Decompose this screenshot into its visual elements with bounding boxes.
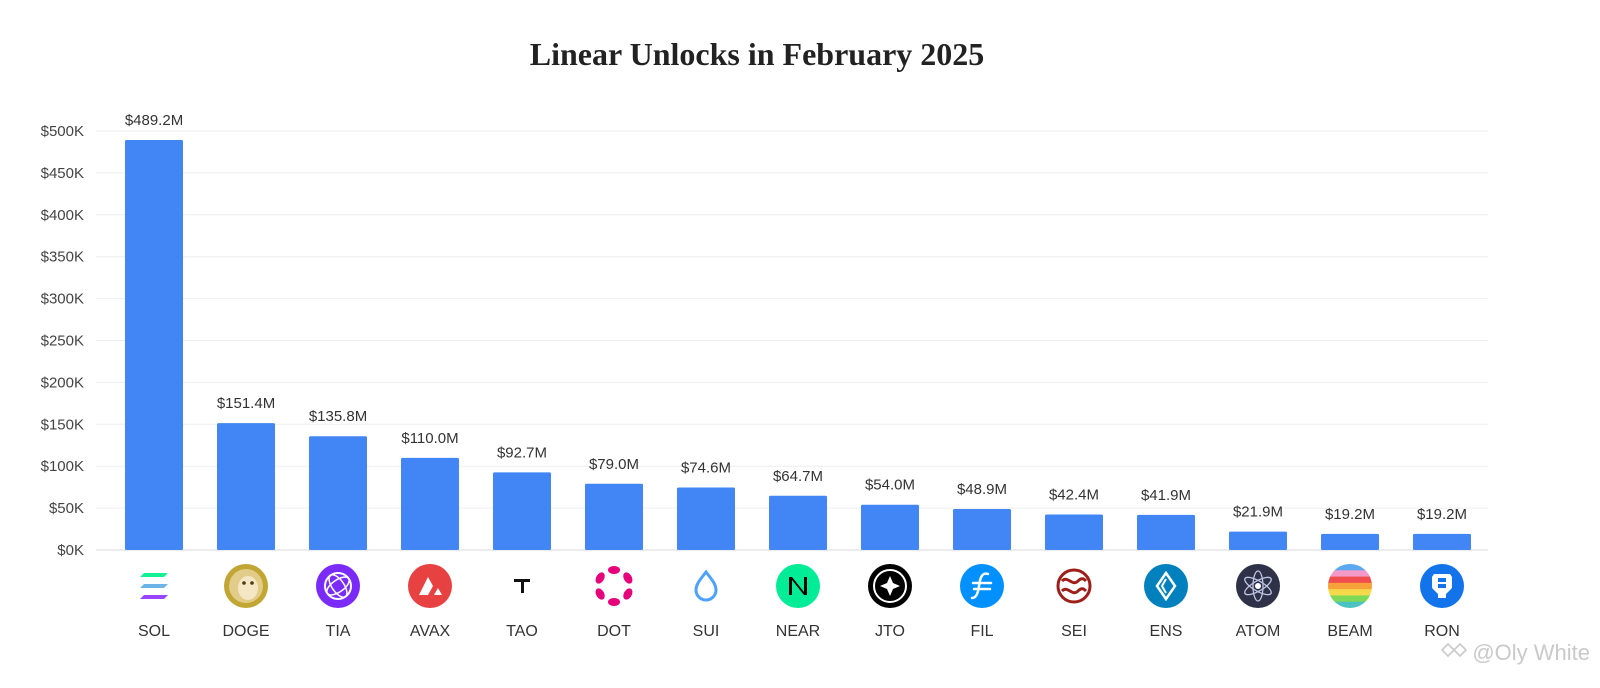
bar-avax [401,457,459,550]
x-tick-label: DOT [597,623,631,640]
y-tick-label: $400K [41,207,84,224]
bar-sui [677,487,735,550]
y-tick-label: $100K [41,458,84,475]
data-label: $48.9M [957,481,1007,498]
sui-icon [694,569,718,602]
gridlines [96,130,1488,551]
bar-ens [1137,514,1195,550]
x-tick-label: TAO [506,623,538,640]
data-label: $19.2M [1325,506,1375,523]
x-tick-label: SOL [138,623,170,640]
bar-tia [309,436,367,550]
y-tick-label: $200K [41,374,84,391]
bar-atom [1229,531,1287,550]
data-label: $135.8M [309,408,367,425]
x-tick-label: DOGE [222,623,269,640]
x-tick-label: JTO [875,623,905,640]
tia-icon [316,564,360,608]
watermark-text: @Oly White [1472,640,1590,665]
data-label: $19.2M [1417,506,1467,523]
y-tick-label: $150K [41,416,84,433]
data-label: $54.0M [865,477,915,494]
bar-fil [953,509,1011,550]
y-tick-label: $50K [49,500,84,517]
beam-icon [1328,564,1372,608]
chart-title: Linear Unlocks in February 2025 [529,36,985,72]
bar-doge [217,423,275,550]
y-tick-label: $500K [41,123,84,140]
data-label: $489.2M [125,112,183,129]
watermark-logo-icon [1440,640,1468,666]
y-axis-ticks: $0K $50K $100K $150K $200K $250K $300K $350K $40… [41,123,84,559]
data-label: $92.7M [497,444,547,461]
x-tick-label: AVAX [410,623,451,640]
near-icon [776,564,820,608]
x-tick-label: TIA [326,623,351,640]
bars [125,140,1471,550]
y-tick-label: $300K [41,291,84,308]
sol-icon [140,573,168,599]
data-label: $41.9M [1141,487,1191,504]
x-tick-label: SEI [1061,623,1087,640]
y-tick-label: $450K [41,165,84,182]
bar-tao [493,472,551,550]
data-label: $151.4M [217,395,275,412]
ens-icon [1144,564,1188,608]
fil-icon [960,564,1004,608]
y-tick-label: $350K [41,249,84,266]
sei-icon [1056,568,1092,604]
ron-icon [1420,564,1464,608]
x-tick-label: BEAM [1327,623,1372,640]
x-tick-label: RON [1424,623,1460,640]
data-label: $42.4M [1049,486,1099,503]
bar-near [769,495,827,550]
atom-icon [1236,564,1280,608]
doge-icon [224,564,268,608]
data-label: $79.0M [589,456,639,473]
data-label: $64.7M [773,468,823,485]
y-tick-label: $0K [57,542,84,559]
dot-icon [595,566,633,606]
x-tick-label: NEAR [776,623,820,640]
x-tick-label: FIL [970,623,993,640]
bar-jto [861,504,919,550]
bar-sei [1045,514,1103,550]
watermark: @Oly White [1440,640,1590,666]
y-tick-label: $250K [41,333,84,350]
x-tick-label: ENS [1150,623,1183,640]
bar-sol [125,140,183,550]
jto-icon [868,564,912,608]
x-tick-label: SUI [693,623,720,640]
tao-icon [514,579,530,593]
avax-icon [408,564,452,608]
data-label: $110.0M [401,430,458,447]
bar-dot [585,483,643,550]
data-label: $74.6M [681,459,731,476]
data-labels: $489.2M $151.4M $135.8M $110.0M $92.7M $79.0M… [125,112,1467,523]
x-axis-ticks: SOL DOGE TIA AVAX TAO DOT SUI NEAR JTO FIL SEI ENS A… [138,623,1460,640]
bar-beam [1321,533,1379,550]
bar-ron [1413,533,1471,550]
data-label: $21.9M [1233,504,1283,521]
x-tick-label: ATOM [1236,623,1281,640]
token-icons [140,564,1464,608]
